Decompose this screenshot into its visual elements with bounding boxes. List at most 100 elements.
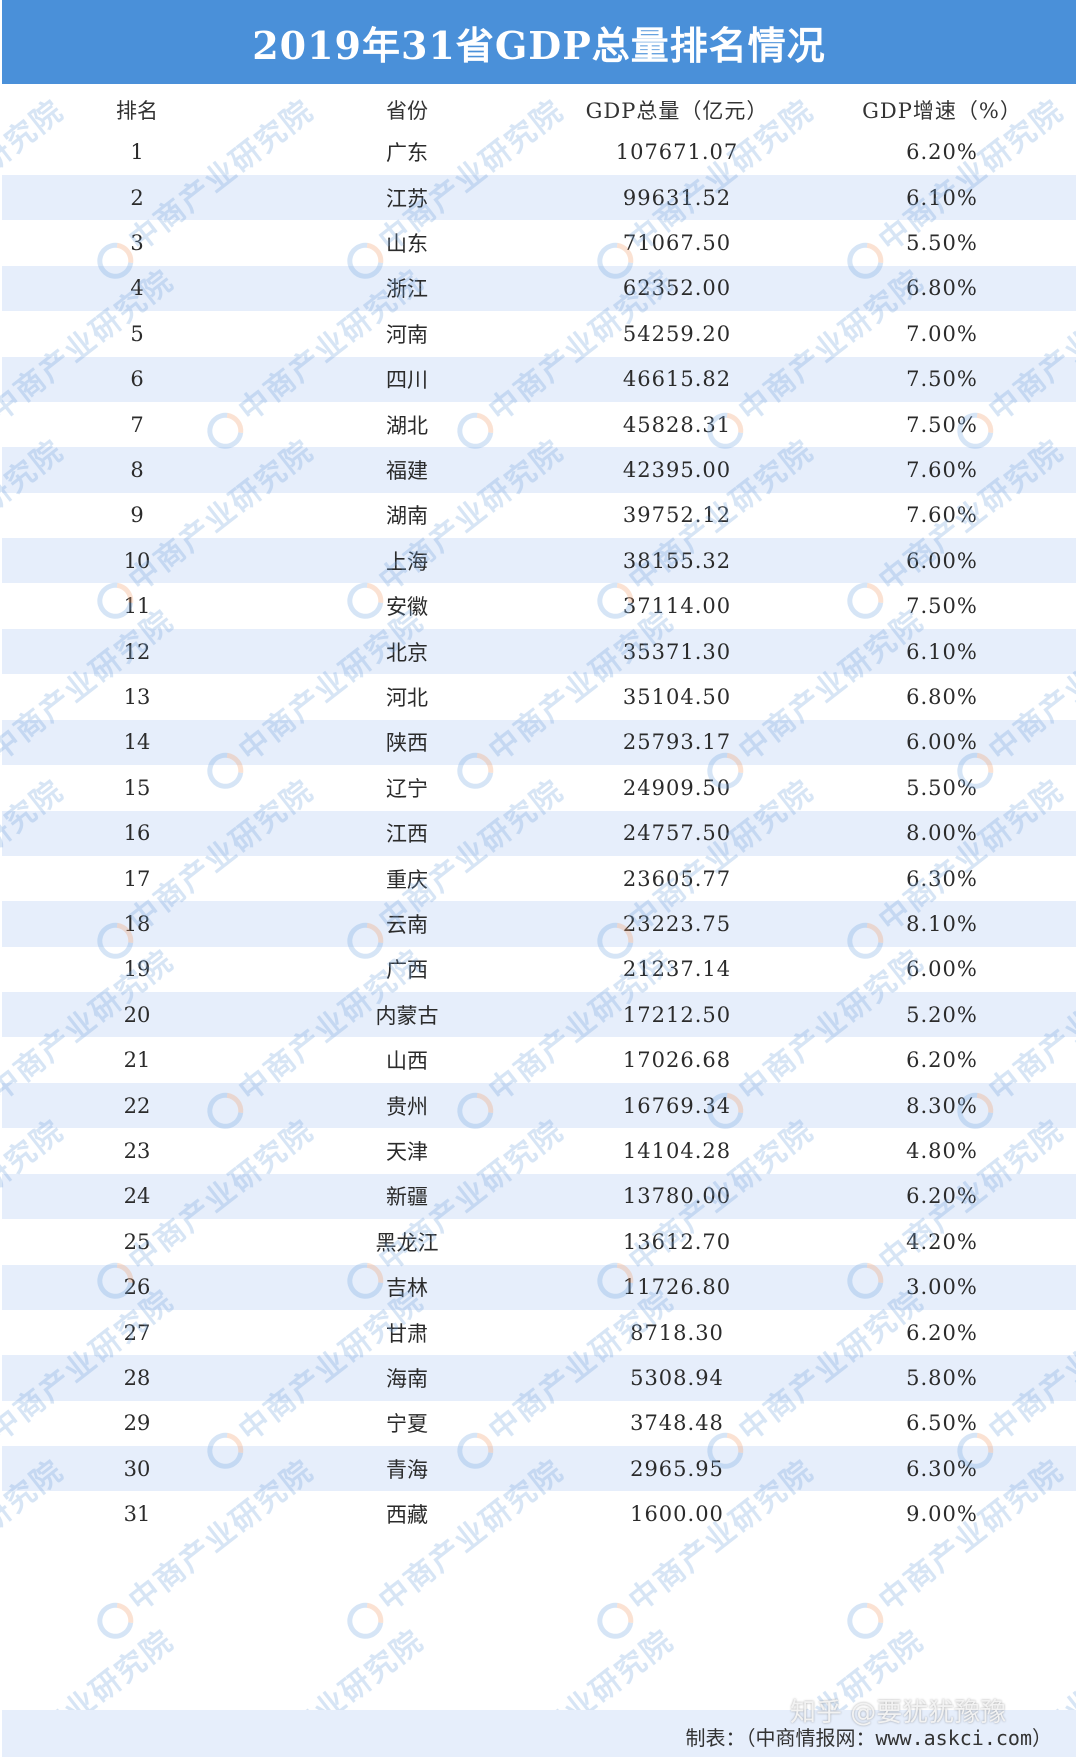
table-row: 24 新疆 13780.00 6.20% — [2, 1173, 1076, 1220]
cell-province: 广东 — [386, 141, 428, 166]
cell-province: 宁夏 — [386, 1412, 428, 1437]
cell-rank: 27 — [123, 1320, 151, 1345]
cell-gdp: 99631.52 — [622, 185, 732, 210]
table-row: 19 广西 21237.14 6.00% — [2, 946, 1076, 993]
watermark-text: 中商产业研究院 — [444, 1617, 681, 1710]
table-row: 9 湖南 39752.12 7.60% — [2, 492, 1076, 539]
cell-province: 河北 — [386, 685, 428, 710]
cell-growth: 6.00% — [906, 730, 978, 755]
cell-rank: 1 — [130, 140, 144, 165]
cell-rank: 22 — [123, 1093, 151, 1118]
cell-province: 贵州 — [386, 1094, 428, 1119]
table-row: 8 福建 42395.00 7.60% — [2, 447, 1076, 493]
column-header-growth: GDP增速（%） — [862, 98, 1022, 123]
cell-growth: 3.00% — [906, 1275, 978, 1300]
cell-province: 江西 — [386, 822, 428, 847]
table-row: 15 辽宁 24909.50 5.50% — [2, 765, 1076, 811]
cell-province: 浙江 — [386, 277, 428, 302]
cell-gdp: 17026.68 — [622, 1048, 732, 1073]
table-row: 30 青海 2965.95 6.30% — [2, 1446, 1076, 1492]
cell-province: 山东 — [386, 231, 428, 256]
cell-gdp: 35371.30 — [622, 639, 732, 664]
cell-province: 甘肃 — [386, 1321, 428, 1346]
cell-rank: 24 — [123, 1184, 151, 1209]
cell-province: 天津 — [386, 1139, 428, 1164]
cell-rank: 20 — [123, 1002, 151, 1027]
cell-province: 北京 — [386, 640, 428, 665]
cell-gdp: 13612.70 — [622, 1229, 732, 1254]
cell-rank: 9 — [130, 503, 144, 528]
cell-gdp: 45828.31 — [622, 412, 732, 437]
cell-rank: 12 — [123, 639, 151, 664]
cell-rank: 4 — [130, 276, 144, 301]
cell-growth: 7.60% — [906, 457, 978, 482]
cell-gdp: 54259.20 — [622, 321, 732, 346]
cell-growth: 8.30% — [906, 1093, 978, 1118]
cell-growth: 6.20% — [906, 1320, 978, 1345]
cell-rank: 16 — [123, 821, 151, 846]
cell-rank: 23 — [123, 1138, 151, 1163]
watermark-label: 中商产业研究院 — [482, 1623, 681, 1710]
table-row: 22 贵州 16769.34 8.30% — [2, 1082, 1076, 1129]
cell-rank: 10 — [123, 548, 151, 573]
cell-gdp: 2965.95 — [630, 1456, 724, 1481]
table-row: 16 江西 24757.50 8.00% — [2, 810, 1076, 856]
cell-gdp: 21237.14 — [622, 957, 732, 982]
cell-growth: 6.00% — [906, 957, 978, 982]
cell-gdp: 16769.34 — [622, 1093, 732, 1118]
table-row: 27 甘肃 8718.30 6.20% — [2, 1309, 1076, 1356]
cell-growth: 6.10% — [906, 185, 978, 210]
column-header-rank: 排名 — [116, 98, 158, 123]
cell-gdp: 8718.30 — [630, 1320, 724, 1345]
cell-rank: 18 — [123, 911, 151, 936]
cell-growth: 9.00% — [906, 1502, 978, 1527]
cell-rank: 15 — [123, 775, 151, 800]
cell-gdp: 62352.00 — [622, 276, 732, 301]
cell-gdp: 11726.80 — [622, 1275, 732, 1300]
cell-gdp: 14104.28 — [622, 1138, 732, 1163]
cell-gdp: 5308.94 — [630, 1365, 724, 1390]
column-header-province: 省份 — [386, 98, 428, 123]
cell-growth: 5.50% — [906, 230, 978, 255]
table-row: 28 海南 5308.94 5.80% — [2, 1355, 1076, 1401]
cell-province: 安徽 — [386, 595, 428, 620]
cell-province: 青海 — [386, 1457, 428, 1482]
cell-gdp: 23223.75 — [622, 911, 732, 936]
cell-growth: 4.80% — [906, 1138, 978, 1163]
cell-province: 西藏 — [386, 1503, 428, 1528]
cell-gdp: 23605.77 — [622, 866, 732, 891]
cell-rank: 7 — [130, 412, 144, 437]
watermark-logo-icon — [589, 1595, 641, 1646]
table-row: 20 内蒙古 17212.50 5.20% — [2, 992, 1076, 1038]
watermark-logo-icon — [89, 1595, 141, 1646]
cell-growth: 6.30% — [906, 1456, 978, 1481]
cell-growth: 7.50% — [906, 367, 978, 392]
cell-rank: 21 — [123, 1048, 151, 1073]
cell-province: 陕西 — [386, 731, 428, 756]
cell-rank: 17 — [123, 866, 151, 891]
cell-rank: 6 — [130, 367, 144, 392]
cell-gdp: 17212.50 — [622, 1002, 732, 1027]
table-row: 5 河南 54259.20 7.00% — [2, 311, 1076, 357]
watermark-label: 中商产业研究院 — [0, 1623, 181, 1710]
cell-gdp: 107671.07 — [615, 140, 739, 165]
cell-growth: 6.20% — [906, 140, 978, 165]
table-row: 29 宁夏 3748.48 6.50% — [2, 1400, 1076, 1447]
table-row: 3 山东 71067.50 5.50% — [2, 220, 1076, 266]
table-row: 12 北京 35371.30 6.10% — [2, 628, 1076, 675]
table-row: 25 黑龙江 13612.70 4.20% — [2, 1219, 1076, 1265]
cell-growth: 5.80% — [906, 1365, 978, 1390]
cell-growth: 5.20% — [906, 1002, 978, 1027]
table-row: 10 上海 38155.32 6.00% — [2, 538, 1076, 584]
cell-gdp: 24757.50 — [622, 821, 732, 846]
cell-growth: 7.50% — [906, 594, 978, 619]
table-row: 23 天津 14104.28 4.80% — [2, 1128, 1076, 1174]
column-header-gdp: GDP总量（亿元） — [585, 98, 769, 123]
cell-rank: 11 — [123, 594, 151, 619]
watermark-text: 中商产业研究院 — [0, 1617, 182, 1710]
cell-province: 新疆 — [386, 1185, 428, 1210]
cell-rank: 28 — [123, 1365, 151, 1390]
cell-province: 四川 — [386, 368, 428, 393]
table-row: 6 四川 46615.82 7.50% — [2, 356, 1076, 402]
